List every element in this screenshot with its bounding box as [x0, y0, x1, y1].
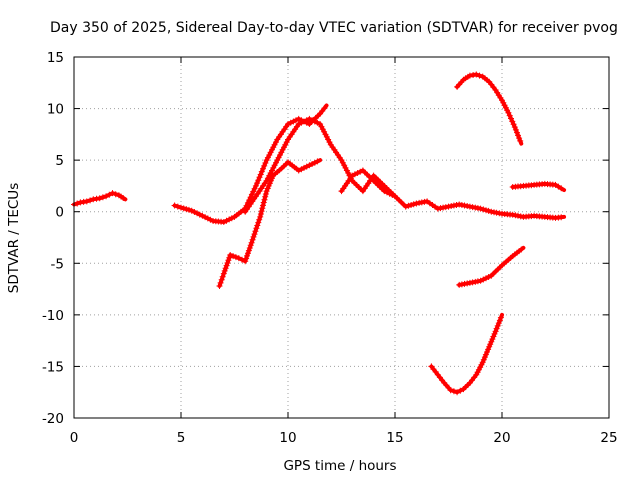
plot-frame: [73, 56, 610, 419]
y-tick-label: -10: [42, 308, 64, 324]
series-markers: [456, 246, 525, 288]
x-tick-label: 5: [177, 430, 186, 446]
y-tick-label: -15: [42, 359, 64, 375]
series-day-evening: [338, 167, 397, 199]
x-tick-label: 25: [600, 430, 617, 446]
series-markers: [454, 71, 524, 144]
y-tick-label: -5: [51, 256, 64, 272]
series-day-middle: [242, 115, 567, 221]
data-series: [71, 71, 567, 396]
axis-ticks: [73, 56, 610, 419]
x-tick-label: 20: [493, 430, 510, 446]
y-tick-label: 5: [55, 153, 64, 169]
y-tick-labels: -20 -15 -10 -5 0 5 10 15: [42, 50, 64, 427]
series-night-short-upper: [509, 180, 567, 193]
x-tick-label: 10: [279, 430, 296, 446]
series-markers: [428, 314, 504, 396]
series-markers: [509, 180, 565, 192]
series-early-morning: [71, 190, 128, 208]
y-tick-label: -20: [42, 411, 64, 427]
series-line: [457, 245, 526, 287]
y-tick-label: 0: [55, 205, 64, 221]
series-markers: [338, 167, 396, 198]
series-markers: [242, 115, 565, 221]
chart-title: Day 350 of 2025, Sidereal Day-to-day VTE…: [50, 20, 618, 36]
y-tick-label: 10: [47, 102, 64, 118]
x-axis-label: GPS time / hours: [283, 458, 396, 474]
series-night-mid-lower: [456, 245, 526, 288]
series-line: [217, 158, 323, 288]
x-tick-label: 15: [386, 430, 403, 446]
x-tick-labels: 0 5 10 15 20 25: [70, 430, 618, 446]
y-axis-label: SDTVAR / TECUs: [6, 183, 22, 293]
series-night-arc-top: [454, 71, 524, 146]
x-tick-label: 0: [70, 430, 79, 446]
series-day-lower: [216, 158, 323, 289]
series-markers: [216, 158, 321, 289]
y-tick-label: 15: [47, 50, 64, 66]
grid-lines: [74, 57, 609, 418]
series-night-arc-bottom: [428, 312, 504, 396]
